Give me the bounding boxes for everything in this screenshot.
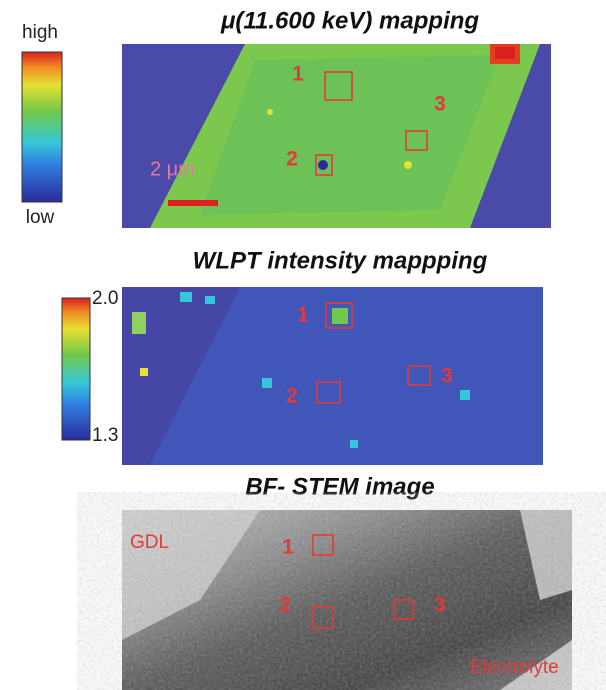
region-label: 3: [441, 365, 453, 388]
region-label: 2: [286, 385, 298, 408]
region-box: [312, 534, 334, 556]
panel-title: WLPT intensity mappping: [193, 247, 488, 274]
region-box: [325, 302, 353, 329]
scale-bar-label: 2 μm: [150, 158, 195, 180]
colorbar-label: 2.0: [92, 288, 118, 309]
region-label: 3: [434, 594, 446, 617]
region-label: 3: [434, 93, 446, 116]
mu-map: [122, 44, 551, 228]
colorbar-label: high: [22, 22, 58, 43]
stem-image: [122, 510, 572, 690]
stem-label: GDL: [130, 532, 169, 553]
colorbar: [61, 297, 91, 441]
panel-title: μ(11.600 keV) mapping: [220, 7, 479, 34]
region-label: 1: [297, 304, 309, 327]
stem-label: Electrolyte: [470, 657, 559, 678]
region-box: [405, 130, 428, 151]
region-box: [324, 71, 353, 101]
region-label: 2: [286, 148, 298, 171]
region-box: [393, 599, 414, 620]
region-label: 2: [279, 594, 291, 617]
region-label: 1: [292, 63, 304, 86]
region-label: 1: [282, 536, 294, 559]
colorbar: [21, 51, 63, 203]
panel-title: BF- STEM image: [245, 473, 434, 500]
region-box: [312, 606, 334, 629]
wlpt-map: [122, 287, 543, 465]
colorbar-label: low: [26, 207, 55, 228]
region-box: [316, 381, 341, 404]
colorbar-label: 1.3: [92, 425, 118, 446]
region-box: [407, 365, 431, 386]
region-box: [315, 154, 333, 176]
